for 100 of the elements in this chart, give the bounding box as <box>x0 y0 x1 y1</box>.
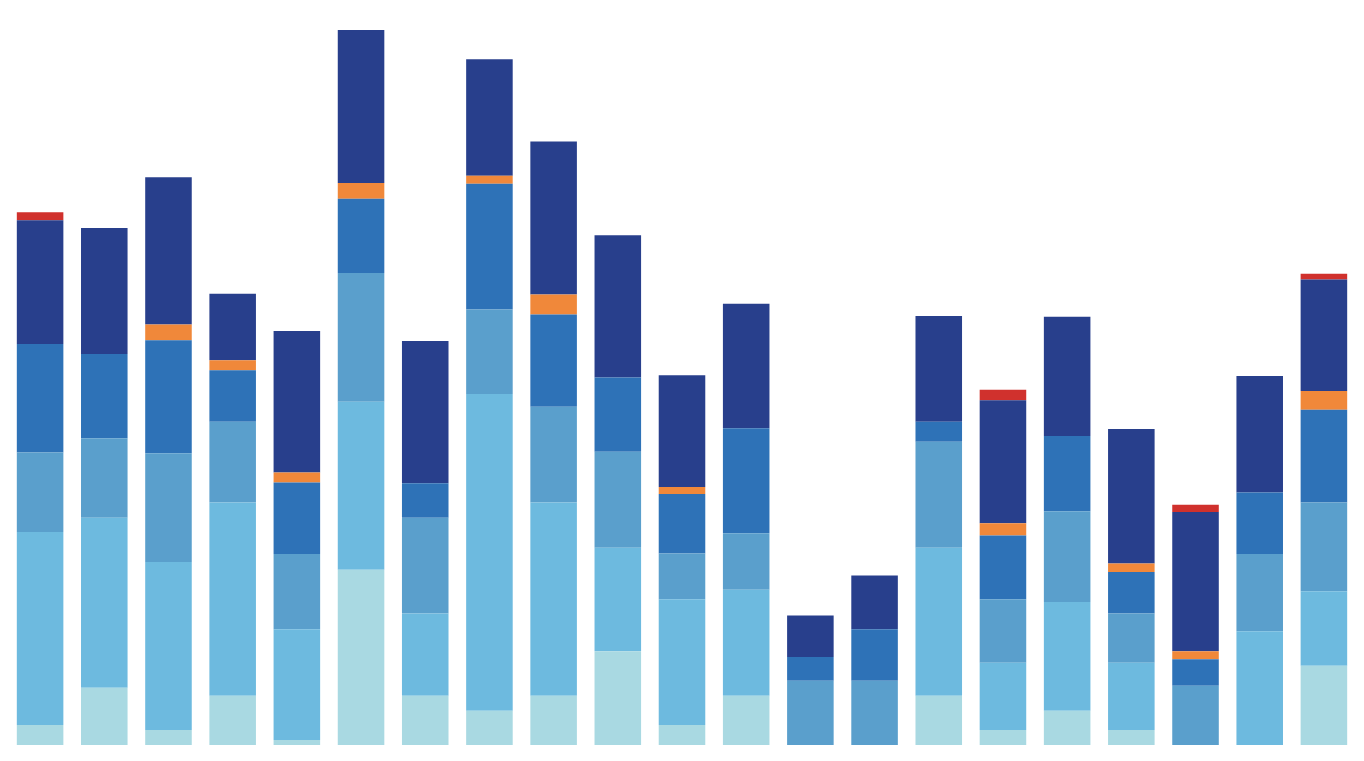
bar <box>466 175 513 184</box>
bar <box>658 494 706 554</box>
bar <box>209 695 256 745</box>
bar <box>1043 602 1091 711</box>
bar <box>658 375 706 487</box>
bar <box>979 599 1027 663</box>
bar <box>466 309 513 394</box>
bar <box>979 400 1027 524</box>
bar <box>337 401 385 570</box>
bar <box>594 377 642 452</box>
bar <box>1236 631 1283 745</box>
bar <box>1300 391 1348 410</box>
bar <box>851 575 898 630</box>
bar <box>979 523 1027 536</box>
bar <box>209 360 256 371</box>
bar <box>594 451 642 548</box>
bar <box>530 314 577 407</box>
bar <box>787 680 834 745</box>
bar <box>787 615 834 658</box>
bar <box>16 220 64 344</box>
bar <box>1108 571 1155 614</box>
bar <box>1108 662 1155 730</box>
bar <box>273 740 321 745</box>
bar <box>658 724 706 745</box>
bar <box>722 589 770 696</box>
bar <box>658 486 706 495</box>
bar <box>273 482 321 555</box>
bar <box>530 406 577 503</box>
bar <box>209 502 256 696</box>
bar <box>594 651 642 745</box>
bar <box>979 662 1027 730</box>
bar <box>658 553 706 600</box>
bar <box>401 613 449 696</box>
bar <box>16 724 64 745</box>
bar <box>337 183 385 199</box>
bar <box>915 547 963 696</box>
bar <box>1300 591 1348 666</box>
bar <box>145 177 192 325</box>
bar <box>209 421 256 503</box>
bar <box>401 517 449 614</box>
bar <box>1236 554 1283 632</box>
bar <box>466 59 513 176</box>
bar <box>273 629 321 740</box>
bar <box>1108 613 1155 663</box>
bar <box>1236 376 1283 493</box>
bar <box>209 293 256 361</box>
bar <box>1172 651 1219 660</box>
bar <box>1300 502 1348 592</box>
bar <box>466 710 513 745</box>
bar <box>81 687 128 745</box>
bar <box>722 428 770 534</box>
bar <box>81 438 128 518</box>
bar <box>1108 729 1155 745</box>
bar <box>16 452 64 532</box>
bar <box>851 680 898 745</box>
bar <box>81 517 128 688</box>
bar <box>1300 665 1348 745</box>
bar <box>145 324 192 341</box>
bar <box>16 212 64 221</box>
bar <box>337 198 385 274</box>
bar <box>273 472 321 483</box>
bar <box>16 343 64 453</box>
bar <box>273 331 321 473</box>
bar <box>658 599 706 725</box>
bar <box>722 303 770 429</box>
bar <box>337 273 385 402</box>
bar <box>530 294 577 315</box>
bar <box>530 502 577 696</box>
bar <box>337 30 385 184</box>
bar <box>145 561 192 730</box>
bar <box>1172 511 1219 652</box>
bar <box>337 569 385 745</box>
bar <box>1172 685 1219 745</box>
bar <box>145 729 192 745</box>
bar <box>1300 409 1348 503</box>
bar <box>401 695 449 745</box>
bar <box>1300 273 1348 280</box>
bar <box>401 483 449 518</box>
bar <box>915 441 963 548</box>
bar <box>530 695 577 745</box>
bar <box>1043 511 1091 602</box>
bar <box>915 695 963 745</box>
bar <box>1172 504 1219 512</box>
bar <box>1108 563 1155 572</box>
bar <box>594 547 642 652</box>
bar <box>594 235 642 378</box>
bar <box>1300 279 1348 392</box>
bar <box>466 393 513 711</box>
bar <box>1108 428 1155 564</box>
bar <box>915 421 963 442</box>
bar <box>145 340 192 454</box>
bar <box>1236 492 1283 555</box>
bar <box>979 535 1027 600</box>
bar <box>16 531 64 725</box>
bar <box>979 389 1027 401</box>
bar <box>209 370 256 422</box>
bar <box>1172 659 1219 686</box>
bar <box>145 453 192 562</box>
bar <box>530 141 577 295</box>
bar <box>722 695 770 745</box>
